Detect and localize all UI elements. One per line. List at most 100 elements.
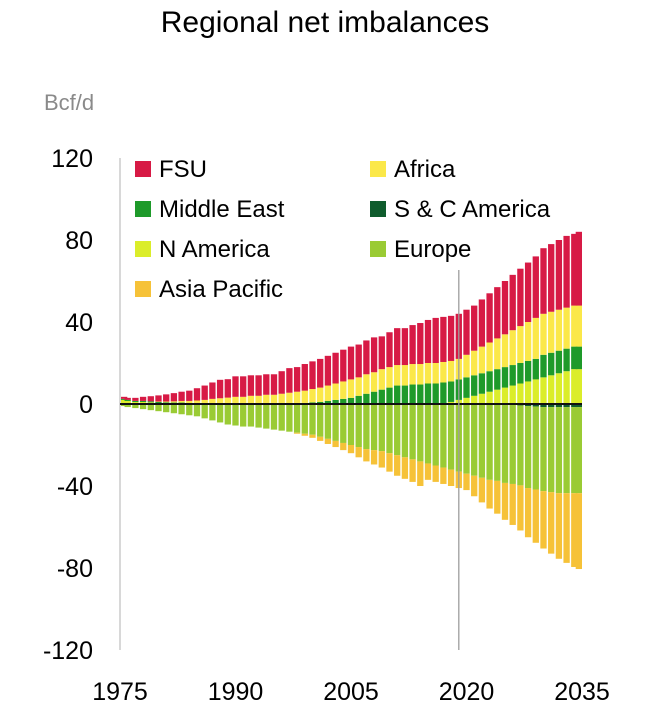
bar-middle-east bbox=[501, 367, 509, 388]
bar-middle-east bbox=[575, 346, 582, 370]
bar-europe bbox=[355, 404, 362, 448]
bar-n-america bbox=[524, 381, 532, 404]
bar-middle-east bbox=[363, 393, 370, 404]
bar-europe bbox=[563, 407, 570, 494]
bar-europe bbox=[263, 404, 270, 429]
bar-fsu bbox=[575, 231, 582, 306]
y-tick-label: -120 bbox=[43, 637, 93, 665]
bar-europe bbox=[240, 404, 247, 427]
bar-middle-east bbox=[417, 384, 424, 404]
bar-middle-east bbox=[394, 385, 401, 404]
bar-middle-east bbox=[563, 348, 570, 372]
bar-europe bbox=[301, 404, 308, 434]
bar-middle-east bbox=[532, 358, 539, 380]
bar-europe bbox=[178, 404, 185, 415]
bar-middle-east bbox=[471, 375, 478, 396]
bar-europe bbox=[224, 404, 231, 425]
bar-europe bbox=[409, 404, 416, 460]
bar-fsu bbox=[540, 248, 547, 314]
bar-europe bbox=[347, 404, 355, 445]
bar-africa bbox=[440, 361, 447, 383]
bar-fsu bbox=[293, 367, 301, 392]
legend-item-n-america: N America bbox=[135, 236, 270, 263]
bar-fsu bbox=[471, 305, 478, 351]
bar-europe bbox=[370, 404, 378, 451]
bar-asia-pacific bbox=[548, 492, 555, 554]
bar-africa bbox=[501, 334, 509, 368]
bar-africa bbox=[270, 394, 278, 403]
bar-africa bbox=[201, 399, 208, 403]
bar-asia-pacific bbox=[471, 475, 478, 497]
bar-fsu bbox=[563, 235, 570, 308]
x-tick-label: 1975 bbox=[92, 678, 148, 706]
y-tick-label: -40 bbox=[57, 473, 93, 501]
bar-fsu bbox=[447, 315, 455, 361]
bar-fsu bbox=[524, 262, 532, 322]
bar-africa bbox=[401, 365, 409, 386]
bar-fsu bbox=[163, 394, 170, 402]
legend-label: Asia Pacific bbox=[159, 276, 283, 303]
bar-fsu bbox=[170, 393, 178, 402]
legend-label: N America bbox=[159, 236, 270, 263]
bar-europe bbox=[293, 404, 301, 433]
bar-fsu bbox=[394, 328, 401, 366]
bar-europe bbox=[486, 404, 493, 480]
bar-africa bbox=[432, 363, 439, 384]
bar-asia-pacific bbox=[563, 493, 570, 563]
bar-fsu bbox=[224, 379, 231, 398]
bar-africa bbox=[386, 367, 393, 388]
legend-label: FSU bbox=[159, 156, 207, 183]
y-tick-label: 120 bbox=[51, 145, 93, 173]
bar-europe bbox=[163, 404, 170, 413]
bar-n-america bbox=[517, 383, 524, 404]
bar-africa bbox=[224, 397, 231, 403]
bar-fsu bbox=[401, 328, 409, 366]
bar-s-c-america bbox=[524, 404, 532, 407]
bar-asia-pacific bbox=[309, 434, 316, 438]
bar-fsu bbox=[332, 352, 339, 384]
bar-middle-east bbox=[540, 354, 547, 378]
bar-middle-east bbox=[124, 399, 131, 401]
bar-africa bbox=[540, 313, 547, 355]
legend-label: S & C America bbox=[394, 196, 551, 223]
bar-europe bbox=[340, 404, 347, 443]
bar-africa bbox=[517, 326, 524, 363]
bar-africa bbox=[332, 383, 339, 400]
unit-label: Bcf/d bbox=[44, 90, 94, 115]
bar-europe bbox=[270, 404, 278, 430]
legend-swatch bbox=[135, 161, 151, 177]
bar-africa bbox=[575, 305, 582, 347]
bar-europe bbox=[540, 407, 547, 492]
legend-label: Africa bbox=[394, 156, 456, 183]
bar-asia-pacific bbox=[378, 451, 385, 468]
bar-asia-pacific bbox=[332, 440, 339, 448]
bar-europe bbox=[494, 404, 501, 481]
bar-africa bbox=[216, 398, 224, 403]
bar-n-america bbox=[571, 369, 578, 404]
bar-africa bbox=[394, 365, 401, 386]
bar-n-america bbox=[532, 379, 539, 404]
bar-s-c-america bbox=[571, 404, 578, 408]
bar-fsu bbox=[132, 397, 139, 401]
bar-s-c-america bbox=[563, 404, 570, 408]
bar-asia-pacific bbox=[340, 442, 347, 451]
bar-s-c-america bbox=[548, 404, 555, 408]
bar-middle-east bbox=[478, 373, 486, 394]
bar-asia-pacific bbox=[509, 483, 516, 525]
bar-fsu bbox=[571, 233, 578, 306]
bar-africa bbox=[409, 364, 416, 385]
bar-s-c-america bbox=[532, 404, 539, 407]
bar-europe bbox=[309, 404, 316, 435]
bar-fsu bbox=[486, 293, 493, 343]
bar-fsu bbox=[363, 340, 370, 375]
bar-europe bbox=[286, 404, 293, 432]
bar-fsu bbox=[517, 268, 524, 327]
bar-africa bbox=[509, 330, 516, 366]
bar-africa bbox=[447, 360, 455, 382]
bar-asia-pacific bbox=[324, 438, 332, 444]
x-tick-label: 2005 bbox=[323, 678, 379, 706]
legend-label: Middle East bbox=[159, 196, 285, 223]
bar-asia-pacific bbox=[447, 469, 455, 486]
bar-africa bbox=[548, 311, 555, 353]
bar-africa bbox=[563, 307, 570, 349]
